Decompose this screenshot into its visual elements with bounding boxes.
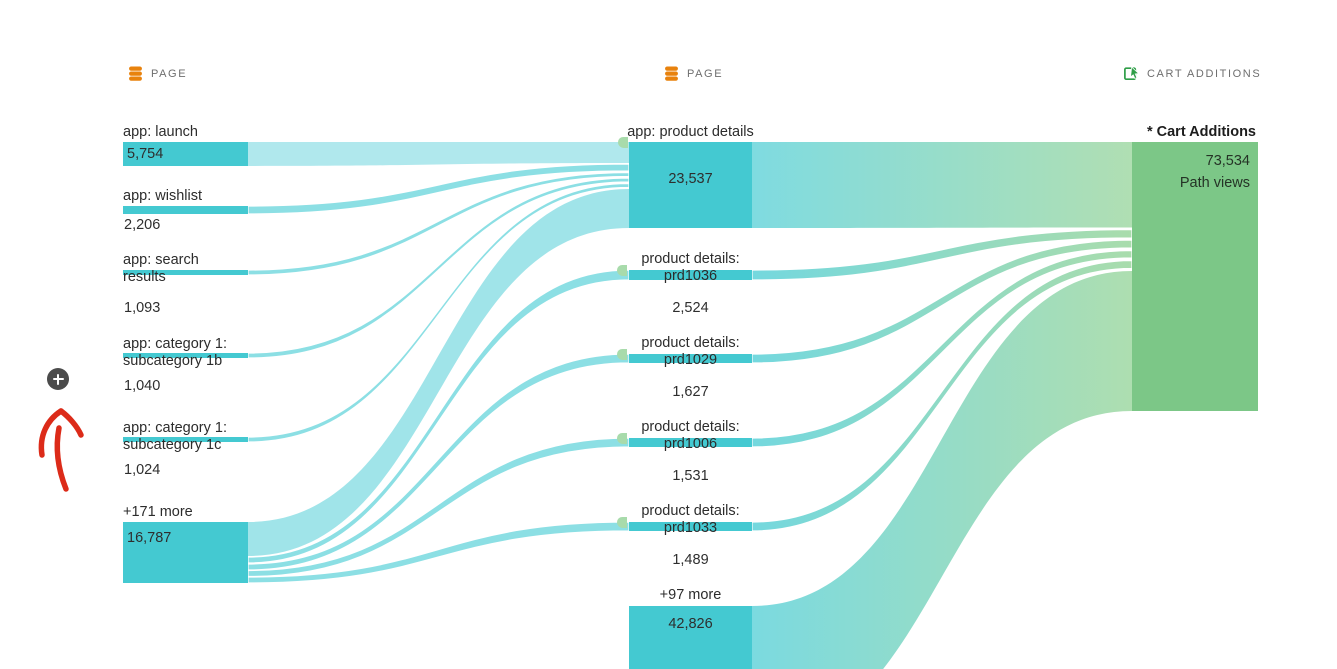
node-label-prd1036: product details: prd1036 <box>641 251 740 284</box>
node-label-app-search-results: app: search results <box>123 252 199 285</box>
column-header-cart-additions[interactable]: CART ADDITIONS <box>1123 65 1261 82</box>
node-label-prd1033: product details: prd1033 <box>641 503 740 536</box>
column-header-page-2[interactable]: PAGE <box>663 65 723 82</box>
node-bar-app-search-results[interactable] <box>123 270 248 275</box>
cart-addition-marker <box>617 433 627 444</box>
node-bar-prd1029[interactable] <box>629 354 752 363</box>
node-label-prd1029: product details: prd1029 <box>641 335 740 368</box>
cart-addition-marker <box>618 137 628 148</box>
flow-97more-to-cart[interactable] <box>752 271 1132 669</box>
cart-additions-unit: Path views <box>1179 175 1250 191</box>
cart-additions-icon <box>1123 65 1140 82</box>
cart-additions-total: 73,534 <box>1205 153 1250 169</box>
node-bar-cart-additions[interactable] <box>1132 142 1258 411</box>
node-value: 1,093 <box>124 300 161 316</box>
node-bar-app-wishlist[interactable] <box>123 206 248 214</box>
node-value: 1,531 <box>672 468 709 484</box>
node-value: 1,489 <box>672 552 709 568</box>
node-bar-97-more[interactable] <box>629 606 752 669</box>
node-value: 1,024 <box>124 462 161 478</box>
node-value: 23,537 <box>668 171 713 187</box>
node-label-app-launch: app: launch <box>123 124 198 140</box>
flow-launch-to-productdetails[interactable] <box>248 142 629 166</box>
column-header-label: PAGE <box>687 67 724 80</box>
node-bar-prd1006[interactable] <box>629 438 752 447</box>
node-bar-171-more[interactable] <box>123 522 248 583</box>
node-label-171-more: +171 more <box>123 504 193 520</box>
page-dimension-icon <box>127 65 144 82</box>
node-value: 2,524 <box>672 300 709 316</box>
flow-171more-to-prd1029[interactable] <box>247 353 630 571</box>
column-header-page-1[interactable]: PAGE <box>127 65 187 82</box>
cart-addition-marker <box>617 265 627 276</box>
node-bar-prd1033[interactable] <box>629 522 752 531</box>
column-header-label: CART ADDITIONS <box>1147 67 1262 80</box>
flow-171more-to-prd1033[interactable] <box>247 521 630 584</box>
page-dimension-icon <box>663 65 680 82</box>
node-label-app-wishlist: app: wishlist <box>123 188 202 204</box>
node-bar-subcategory-1c[interactable] <box>123 437 248 442</box>
cart-addition-marker <box>617 349 627 360</box>
node-value: 42,826 <box>668 616 713 632</box>
node-label-prd1006: product details: prd1006 <box>641 419 740 452</box>
node-label-97-more: +97 more <box>659 587 722 603</box>
node-value: 16,787 <box>127 530 172 546</box>
flow-productdetails-to-cart[interactable] <box>752 142 1132 228</box>
column-header-label: PAGE <box>151 67 188 80</box>
node-value: 5,754 <box>127 146 164 162</box>
node-bar-app-product-details[interactable] <box>629 142 752 228</box>
node-label-cart-additions: * Cart Additions <box>1146 124 1256 140</box>
add-node-button[interactable] <box>47 368 69 390</box>
cart-additions-values: 73,534 Path views <box>1132 150 1250 194</box>
flow-171more-to-productdetails[interactable] <box>248 189 629 556</box>
node-label-subcategory-1c: app: category 1: subcategory 1c <box>123 420 227 453</box>
flow-171more-to-prd1036[interactable] <box>247 269 630 564</box>
cart-addition-marker <box>617 517 627 528</box>
node-label-subcategory-1b: app: category 1: subcategory 1b <box>123 336 227 369</box>
node-label-app-product-details: app: product details <box>627 124 754 140</box>
node-value: 2,206 <box>124 217 161 233</box>
node-bar-subcategory-1b[interactable] <box>123 353 248 358</box>
node-value: 1,040 <box>124 378 161 394</box>
node-bar-prd1036[interactable] <box>629 270 752 280</box>
node-bar-app-launch[interactable] <box>123 142 248 166</box>
node-value: 1,627 <box>672 384 709 400</box>
flow-171more-to-prd1006[interactable] <box>247 437 630 578</box>
